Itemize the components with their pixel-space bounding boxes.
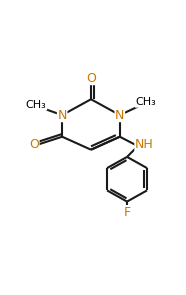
Text: CH₃: CH₃ [135, 97, 156, 107]
Text: O: O [86, 72, 96, 85]
Text: CH₃: CH₃ [26, 100, 47, 110]
Text: N: N [115, 109, 124, 122]
Text: N: N [57, 109, 67, 122]
Text: NH: NH [135, 138, 154, 151]
Text: O: O [29, 138, 39, 151]
Text: F: F [124, 206, 131, 219]
